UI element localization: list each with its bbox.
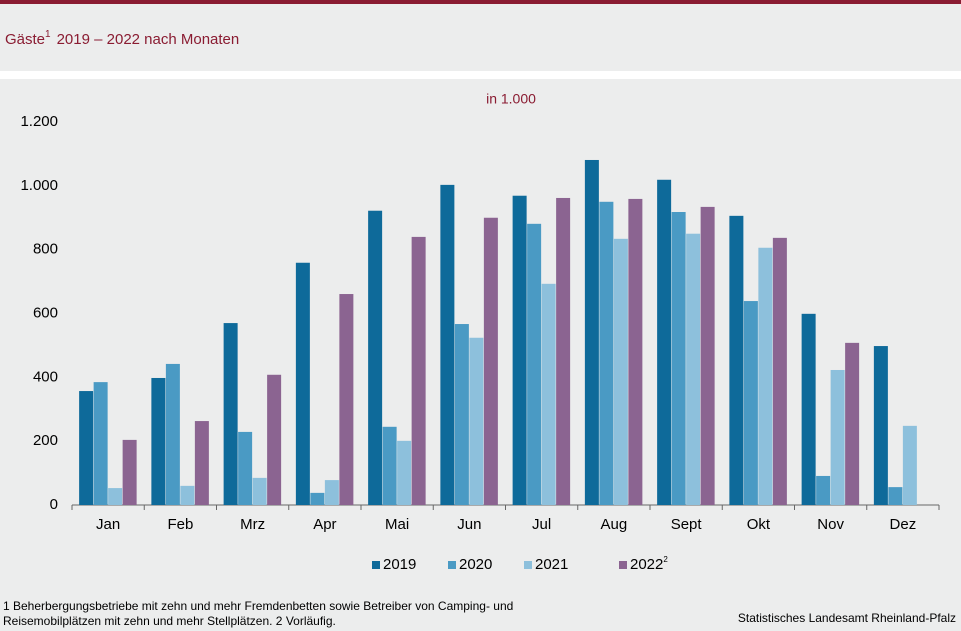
x-tick-label: Mai bbox=[385, 516, 409, 533]
bar bbox=[845, 342, 860, 505]
bar bbox=[686, 233, 701, 506]
bar bbox=[758, 247, 773, 506]
title-rest: 2019 – 2022 nach Monaten bbox=[57, 31, 240, 48]
y-tick-label: 1.000 bbox=[20, 177, 58, 194]
bar bbox=[556, 197, 571, 505]
bar bbox=[599, 201, 614, 505]
bar bbox=[483, 217, 498, 505]
legend-label: 2021 bbox=[535, 556, 568, 573]
legend-name: 2022 bbox=[630, 556, 663, 573]
y-tick-label: 400 bbox=[33, 368, 58, 385]
bar bbox=[888, 487, 903, 505]
x-tick-label: Nov bbox=[817, 516, 844, 533]
bar bbox=[743, 301, 758, 505]
bar bbox=[873, 346, 888, 505]
bar bbox=[671, 212, 686, 505]
x-tick-label: Sept bbox=[671, 516, 703, 533]
title-main: Gäste bbox=[5, 31, 45, 48]
legend-swatch bbox=[524, 561, 532, 569]
bar bbox=[382, 426, 397, 505]
legend-label: 2020 bbox=[459, 556, 492, 573]
y-tick-label: 1.200 bbox=[20, 113, 58, 130]
bar bbox=[79, 391, 94, 505]
bar bbox=[830, 369, 845, 505]
bar bbox=[310, 492, 325, 505]
legend-sup: 2 bbox=[663, 555, 668, 564]
bar bbox=[252, 477, 267, 505]
bar bbox=[93, 382, 108, 505]
bar bbox=[469, 337, 484, 505]
legend-name: 2020 bbox=[459, 556, 492, 573]
bar bbox=[512, 195, 527, 506]
source: Statistisches Landesamt Rheinland-Pfalz bbox=[738, 611, 956, 625]
bar bbox=[223, 323, 238, 505]
footnote: Reisemobilplätzen mit zehn und mehr Stel… bbox=[3, 614, 336, 628]
separator bbox=[0, 71, 961, 79]
y-tick-label: 600 bbox=[33, 304, 58, 321]
bar bbox=[584, 159, 599, 505]
bar bbox=[339, 294, 354, 505]
bar bbox=[151, 377, 166, 505]
bar bbox=[902, 425, 917, 505]
bar bbox=[180, 485, 195, 505]
x-tick-label: Jul bbox=[532, 516, 551, 533]
x-tick-label: Aug bbox=[601, 516, 628, 533]
bar bbox=[440, 184, 455, 505]
bar bbox=[657, 179, 672, 505]
x-tick-label: Okt bbox=[747, 516, 771, 533]
bar bbox=[267, 374, 282, 505]
legend-swatch bbox=[372, 561, 380, 569]
legend-label: 20222 bbox=[630, 555, 668, 573]
bar bbox=[324, 480, 339, 505]
top-bar bbox=[0, 0, 961, 4]
bar bbox=[613, 238, 628, 505]
legend-label: 2019 bbox=[383, 556, 416, 573]
bar bbox=[772, 237, 787, 506]
title-sup: 1 bbox=[45, 29, 51, 40]
bar bbox=[165, 363, 180, 505]
x-tick-label: Dez bbox=[890, 516, 917, 533]
x-tick-label: Jan bbox=[96, 516, 120, 533]
x-tick-label: Feb bbox=[167, 516, 193, 533]
bar bbox=[108, 488, 123, 505]
bar bbox=[122, 439, 137, 505]
legend-name: 2019 bbox=[383, 556, 416, 573]
x-tick-label: Apr bbox=[313, 516, 336, 533]
y-tick-label: 200 bbox=[33, 432, 58, 449]
bar bbox=[454, 324, 469, 505]
x-tick-label: Mrz bbox=[240, 516, 265, 533]
legend-swatch bbox=[448, 561, 456, 569]
legend-swatch bbox=[619, 561, 627, 569]
bar bbox=[238, 431, 253, 505]
bar bbox=[816, 475, 831, 505]
bar bbox=[700, 206, 715, 506]
bar bbox=[368, 210, 383, 505]
bar bbox=[527, 223, 542, 506]
bar bbox=[194, 421, 209, 505]
bar bbox=[628, 198, 643, 505]
bar bbox=[295, 262, 310, 505]
y-tick-label: 0 bbox=[50, 496, 58, 513]
bar bbox=[541, 283, 556, 505]
subtitle: in 1.000 bbox=[486, 91, 536, 107]
legend-name: 2021 bbox=[535, 556, 568, 573]
x-tick-label: Jun bbox=[457, 516, 481, 533]
bar bbox=[729, 215, 744, 505]
bar bbox=[801, 313, 816, 505]
footnote: 1 Beherbergungsbetriebe mit zehn und meh… bbox=[3, 599, 513, 613]
chart-title: Gäste1 2019 – 2022 nach Monaten bbox=[5, 29, 239, 48]
bar bbox=[397, 440, 412, 505]
bar bbox=[411, 236, 426, 505]
y-tick-label: 800 bbox=[33, 241, 58, 258]
